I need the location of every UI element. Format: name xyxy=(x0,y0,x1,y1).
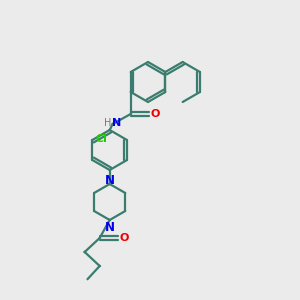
Text: O: O xyxy=(151,109,160,119)
Text: N: N xyxy=(105,221,115,234)
Text: H: H xyxy=(104,118,112,128)
Text: O: O xyxy=(120,233,129,243)
Text: N: N xyxy=(105,173,115,187)
Text: N: N xyxy=(112,118,121,128)
Text: Cl: Cl xyxy=(95,134,107,144)
